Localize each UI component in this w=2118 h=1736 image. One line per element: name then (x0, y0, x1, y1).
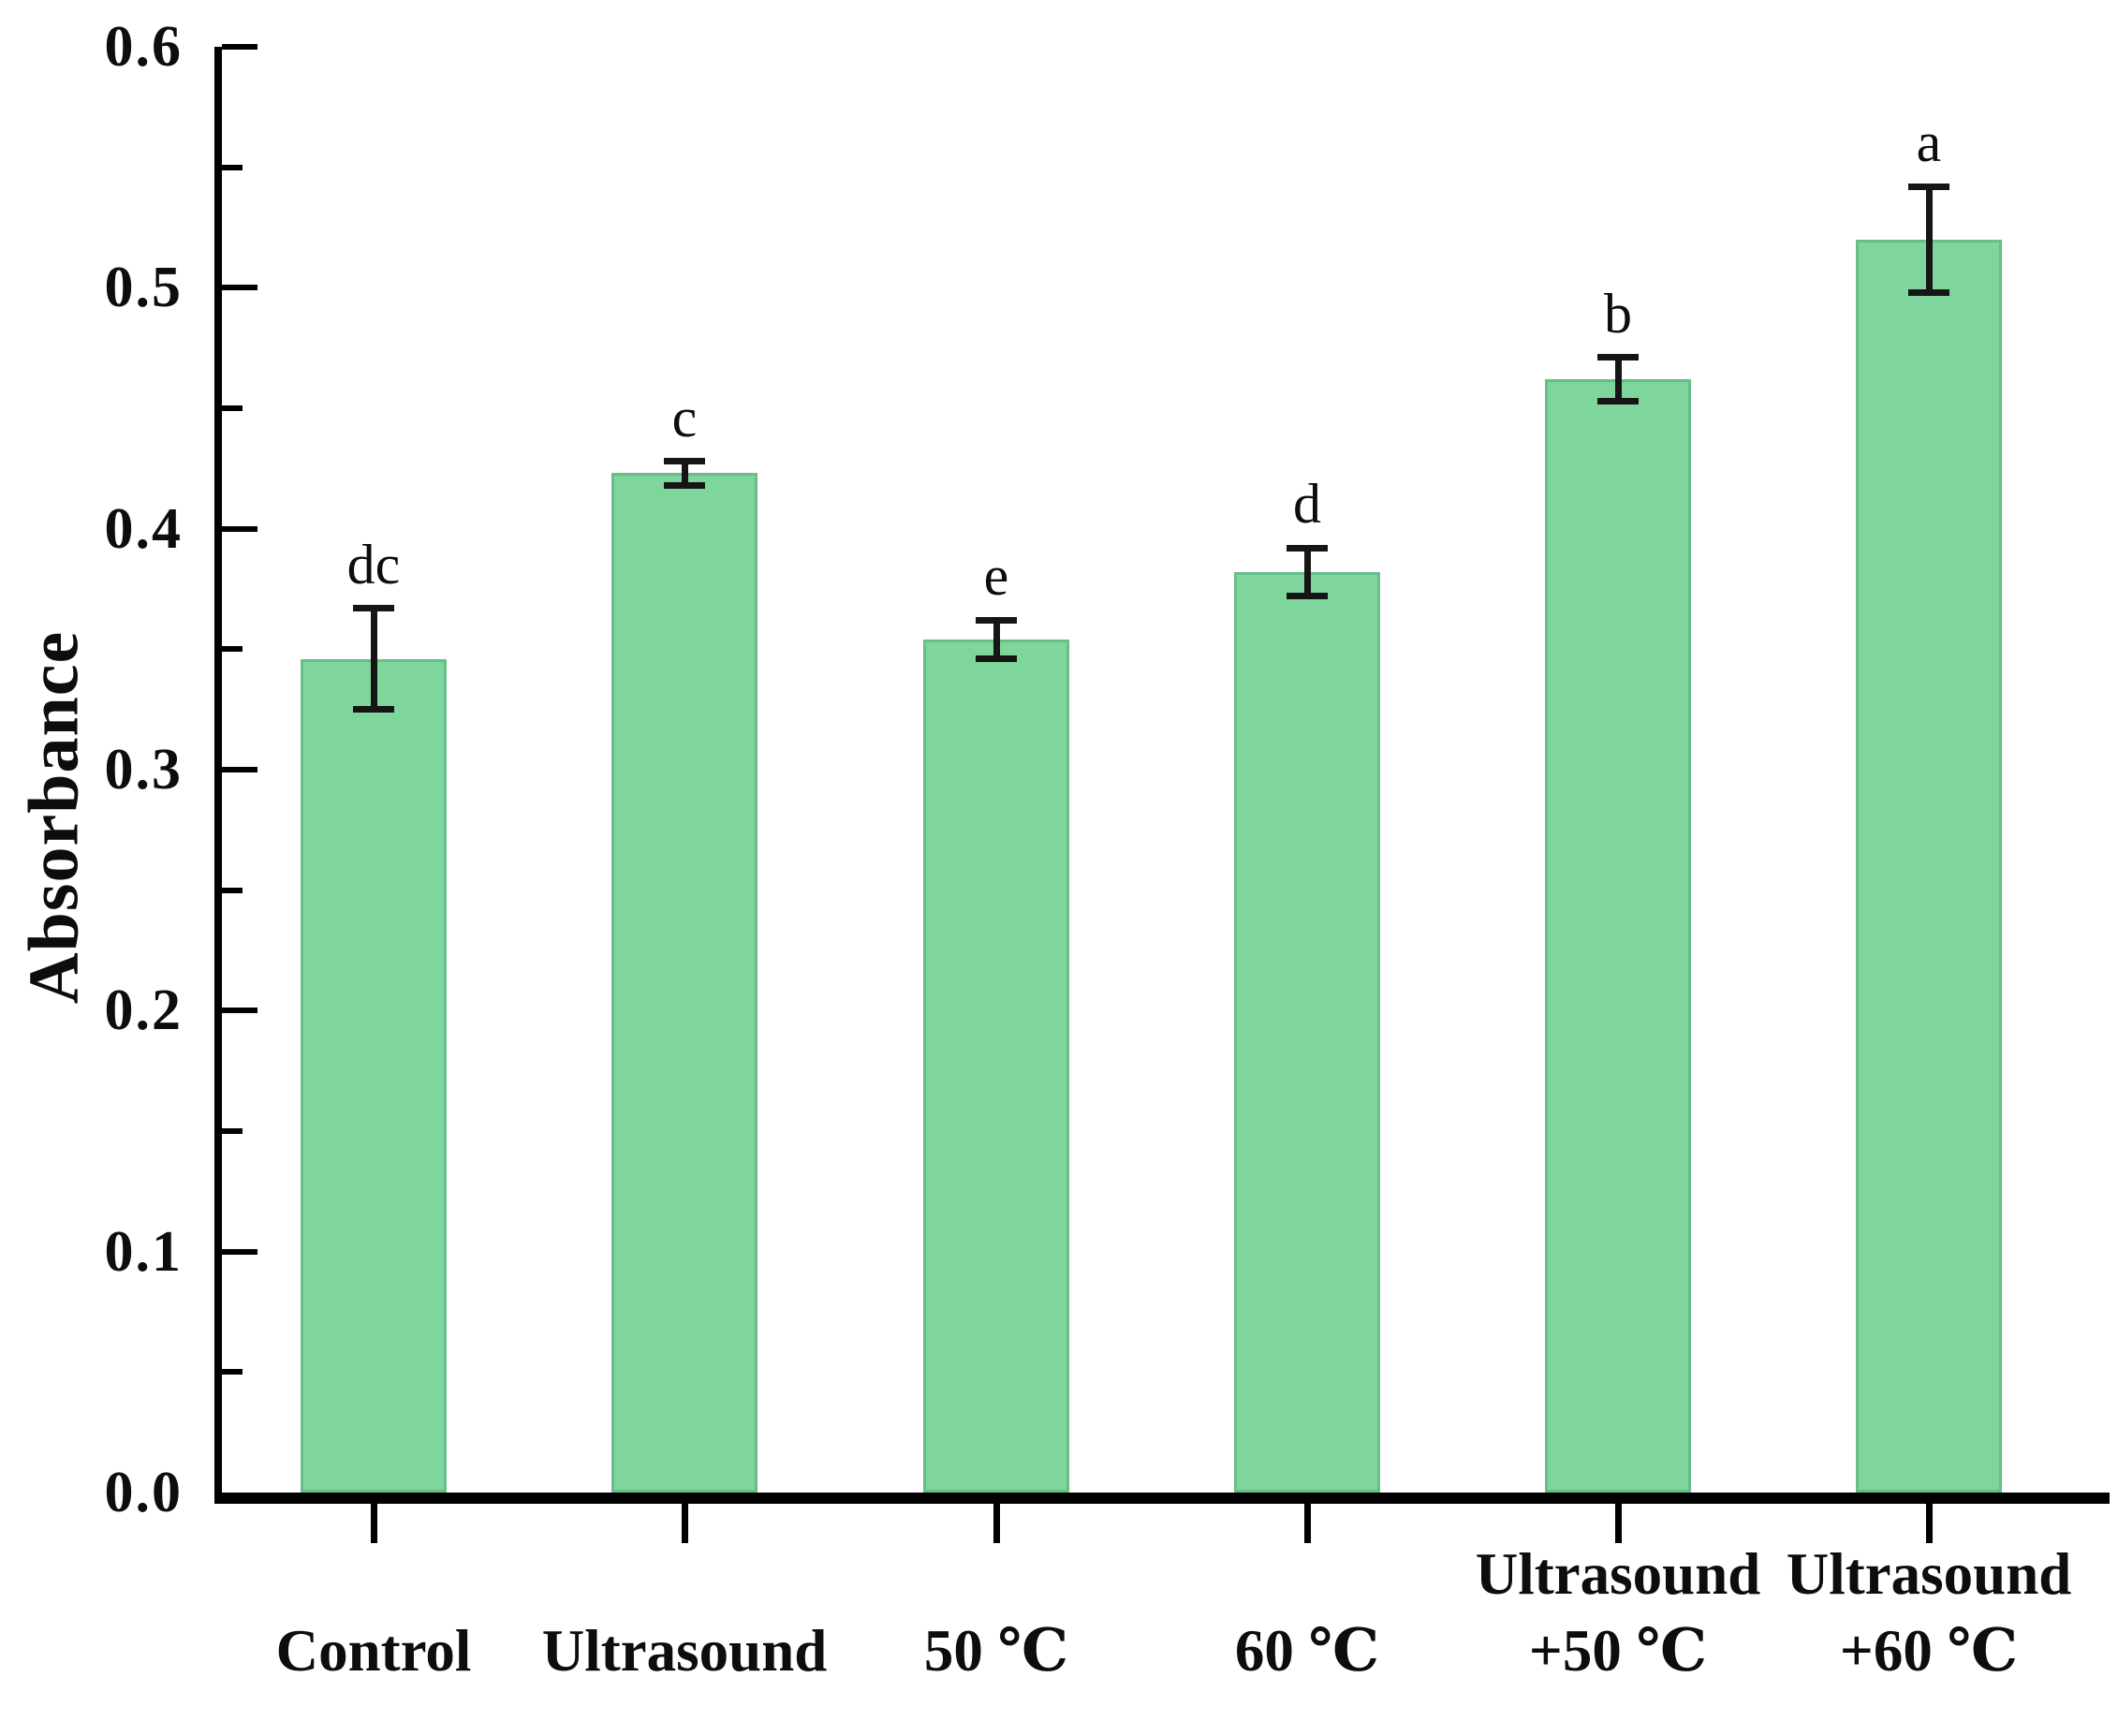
y-tick-label: 0.2 (104, 978, 183, 1043)
y-major-tick (222, 525, 257, 532)
x-tick (993, 1504, 1000, 1543)
error-bar-line (1614, 357, 1622, 402)
x-tick (1614, 1504, 1622, 1543)
error-bar-line (681, 461, 688, 486)
bar (611, 473, 757, 1493)
y-tick-label: 0.1 (104, 1219, 183, 1284)
y-tick-label: 0.0 (104, 1461, 183, 1524)
y-minor-tick (222, 1128, 243, 1134)
error-bar-line (1925, 186, 1933, 293)
significance-letter: a (1916, 111, 1942, 174)
error-bar-cap-bottom (1908, 288, 1949, 296)
x-tick-label-line: +60 ℃ (1839, 1618, 2019, 1684)
y-minor-tick (222, 646, 243, 653)
y-tick-label: 0.3 (104, 738, 183, 802)
error-bar-cap-bottom (353, 706, 394, 714)
significance-letter: dc (346, 533, 401, 596)
x-tick (370, 1504, 377, 1543)
significance-letter: d (1293, 473, 1321, 536)
x-tick-label: Ultrasound +60 ℃ (1760, 1528, 2097, 1689)
x-tick-label-line: 50 ℃ (923, 1618, 1069, 1684)
error-bar-cap-bottom (1287, 593, 1328, 600)
y-axis-line (214, 47, 222, 1504)
y-major-tick (222, 1248, 257, 1255)
y-minor-tick (222, 164, 243, 170)
x-axis-line (214, 1493, 2110, 1504)
significance-letter: b (1604, 282, 1632, 345)
x-tick-label: 60 ℃ (1139, 1528, 1476, 1689)
error-bar-cap-top (664, 458, 705, 465)
bar (301, 658, 447, 1493)
bar (1234, 571, 1380, 1493)
bar (1545, 379, 1691, 1493)
y-tick-label: 0.4 (104, 496, 183, 561)
x-tick (1303, 1504, 1311, 1543)
significance-letter: e (983, 545, 1009, 608)
x-tick-label-line: Ultrasound (1786, 1541, 2072, 1607)
y-major-tick (222, 1008, 257, 1014)
y-minor-tick (222, 405, 243, 411)
x-tick (681, 1504, 688, 1543)
x-tick-label-line: +50 ℃ (1528, 1618, 1708, 1684)
y-minor-tick (222, 1369, 243, 1376)
y-major-tick (222, 285, 257, 291)
y-tick-label: 0.5 (104, 256, 183, 320)
bar (923, 640, 1069, 1493)
y-tick-label: 0.6 (104, 15, 183, 79)
x-tick-label-line: 60 ℃ (1234, 1618, 1380, 1684)
error-bar-line (993, 620, 1000, 659)
x-tick-label: 50 ℃ (828, 1528, 1165, 1689)
error-bar-cap-top (1908, 183, 1949, 190)
y-major-tick (222, 44, 257, 50)
x-tick-label: Ultrasound +50 ℃ (1449, 1528, 1787, 1689)
x-tick-label: Ultrasound (516, 1528, 853, 1689)
x-tick-label: Control (205, 1528, 542, 1689)
y-minor-tick (222, 887, 243, 893)
error-bar-line (1303, 548, 1311, 596)
x-tick-label-line: Ultrasound (541, 1618, 828, 1684)
y-major-tick (222, 767, 257, 772)
error-bar-cap-top (976, 616, 1017, 624)
error-bar-cap-top (1287, 544, 1328, 552)
error-bar-line (370, 608, 377, 710)
error-bar-cap-top (353, 605, 394, 612)
error-bar-cap-bottom (664, 481, 705, 489)
x-tick-label-line: Ultrasound (1475, 1541, 1761, 1607)
x-tick-label-line: Control (275, 1618, 472, 1684)
significance-letter: c (671, 386, 698, 449)
error-bar-cap-bottom (976, 655, 1017, 663)
error-bar-cap-bottom (1597, 397, 1639, 405)
bar (1856, 239, 2002, 1493)
error-bar-cap-top (1597, 354, 1639, 361)
x-tick (1925, 1504, 1933, 1543)
